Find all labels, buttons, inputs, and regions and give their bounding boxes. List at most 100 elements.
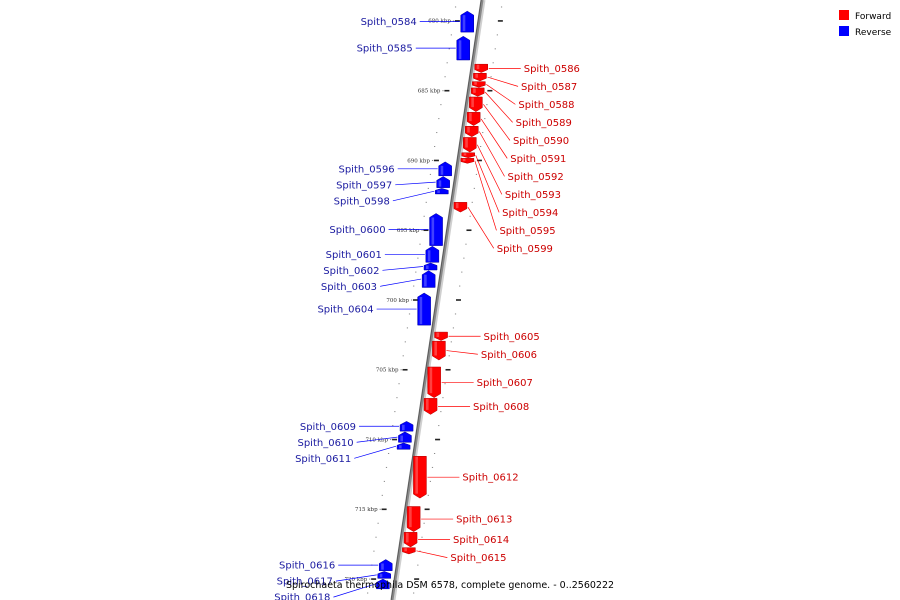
gene-label[interactable]: Spith_0597 bbox=[336, 180, 392, 191]
ruler-tick-mark bbox=[413, 299, 418, 301]
gene-label[interactable]: Spith_0606 bbox=[481, 350, 537, 361]
gene-label[interactable]: Spith_0607 bbox=[477, 378, 533, 389]
genome-caption: Spirochaeta thermophila DSM 6578, comple… bbox=[286, 580, 614, 591]
gene-spith-0605[interactable] bbox=[434, 331, 448, 341]
gene-spith-0613[interactable] bbox=[406, 506, 421, 532]
legend-forward-swatch bbox=[839, 10, 849, 20]
ruler-tick-label: 705 kbp bbox=[376, 368, 399, 374]
gene-label[interactable]: Spith_0590 bbox=[513, 136, 569, 147]
gene-label[interactable]: Spith_0595 bbox=[499, 226, 555, 237]
ruler-tick-mark bbox=[392, 438, 398, 441]
gene-label[interactable]: Spith_0588 bbox=[518, 100, 574, 111]
ruler-tick-mark bbox=[433, 159, 439, 162]
ruler-tick: 715 kbp bbox=[355, 507, 430, 513]
gene-spith-0609[interactable] bbox=[399, 421, 414, 432]
gene-spith-0600[interactable] bbox=[429, 213, 443, 246]
gene-label[interactable]: Spith_0589 bbox=[516, 118, 572, 129]
gene-spith-0618[interactable] bbox=[376, 578, 390, 590]
gene-spith-0607[interactable] bbox=[427, 366, 441, 398]
ruler-tick-mark bbox=[381, 508, 387, 511]
gene-label[interactable]: Spith_0602 bbox=[323, 266, 379, 277]
gene-label[interactable]: Spith_0592 bbox=[508, 172, 564, 183]
gene-label[interactable]: Spith_0612 bbox=[462, 473, 518, 484]
backbone-line bbox=[390, 0, 484, 600]
gene-label[interactable]: Spith_0584 bbox=[361, 17, 417, 28]
gene-label[interactable]: Spith_0609 bbox=[300, 422, 356, 433]
gene-label[interactable]: Spith_0611 bbox=[295, 454, 351, 465]
gene-spith-0595[interactable] bbox=[460, 158, 475, 164]
gene-label-layer: Spith_0586 Spith_0587 Spith_0588 Spith_0589… bbox=[274, 17, 580, 600]
gene-spith-0602[interactable] bbox=[423, 262, 438, 271]
gene-spith-0612[interactable] bbox=[413, 456, 427, 499]
gene-label[interactable]: Spith_0600 bbox=[329, 225, 385, 236]
ruler-tick-mark bbox=[444, 89, 450, 92]
gene-spith-0597[interactable] bbox=[436, 176, 450, 188]
gene-spith-0584[interactable] bbox=[460, 10, 475, 33]
gene-label[interactable]: Spith_0613 bbox=[456, 515, 512, 526]
gene-spith-0589[interactable] bbox=[470, 87, 485, 97]
gene-label[interactable]: Spith_0591 bbox=[510, 154, 566, 165]
ruler-tick-mark bbox=[423, 229, 429, 232]
ruler-tick-label: 695 kbp bbox=[397, 228, 420, 234]
gene-spith-0603[interactable] bbox=[421, 270, 436, 288]
gene-spith-0601[interactable] bbox=[425, 245, 440, 263]
genome-backbone bbox=[390, 0, 486, 600]
gene-label[interactable]: Spith_0608 bbox=[473, 402, 529, 413]
gene-label[interactable]: Spith_0596 bbox=[338, 164, 394, 175]
gene-spith-0596[interactable] bbox=[438, 161, 452, 177]
gene-spith-0598[interactable] bbox=[435, 188, 449, 195]
gene-label[interactable]: Spith_0605 bbox=[484, 332, 540, 343]
ruler-tick-label: 690 kbp bbox=[407, 158, 430, 164]
ruler-tick-label: 720 kbp bbox=[345, 577, 368, 583]
gene-label[interactable]: Spith_0614 bbox=[453, 535, 509, 546]
gene-label[interactable]: Spith_0618 bbox=[274, 593, 330, 600]
gene-spith-0604[interactable] bbox=[417, 292, 431, 326]
gene-spith-0592[interactable] bbox=[465, 126, 479, 138]
gene-label[interactable]: Spith_0598 bbox=[334, 196, 390, 207]
gene-label[interactable]: Spith_0615 bbox=[450, 553, 506, 564]
gene-spith-0593[interactable] bbox=[463, 137, 477, 153]
legend-reverse-swatch bbox=[839, 26, 849, 36]
gene-label[interactable]: Spith_0601 bbox=[326, 250, 382, 261]
gene-spith-0594[interactable] bbox=[461, 152, 475, 158]
gene-spith-0608[interactable] bbox=[423, 398, 438, 415]
gene-layer bbox=[376, 10, 488, 590]
gene-spith-0611[interactable] bbox=[396, 442, 411, 450]
gene-spith-0586[interactable] bbox=[474, 63, 488, 73]
gene-label[interactable]: Spith_0610 bbox=[297, 438, 353, 449]
ruler-tick-mark bbox=[454, 20, 460, 22]
gene-spith-0615[interactable] bbox=[402, 547, 416, 555]
gene-spith-0599[interactable] bbox=[453, 202, 468, 213]
ruler-tick: 695 kbp bbox=[397, 228, 472, 234]
legend-reverse-label: Reverse bbox=[855, 28, 892, 38]
gene-label[interactable]: Spith_0585 bbox=[357, 44, 413, 55]
ruler-tick: 705 kbp bbox=[376, 368, 451, 374]
legend-forward-label: Forward bbox=[855, 12, 891, 22]
gene-spith-0606[interactable] bbox=[432, 340, 446, 361]
gene-label[interactable]: Spith_0599 bbox=[497, 244, 553, 255]
ruler-tick-label: 715 kbp bbox=[355, 507, 378, 513]
gene-spith-0585[interactable] bbox=[456, 35, 471, 61]
ruler-tick-label: 700 kbp bbox=[386, 298, 409, 304]
gene-spith-0587[interactable] bbox=[473, 73, 487, 82]
gene-label[interactable]: Spith_0587 bbox=[521, 82, 577, 93]
gene-spith-0614[interactable] bbox=[403, 532, 418, 548]
gene-label[interactable]: Spith_0586 bbox=[524, 64, 580, 75]
gene-spith-0616[interactable] bbox=[378, 559, 393, 571]
gene-label[interactable]: Spith_0616 bbox=[279, 561, 335, 572]
ruler-tick-mark bbox=[371, 578, 377, 580]
gene-label[interactable]: Spith_0604 bbox=[317, 305, 373, 316]
gene-label[interactable]: Spith_0594 bbox=[502, 208, 558, 219]
gene-label[interactable]: Spith_0603 bbox=[321, 282, 377, 293]
gene-spith-0590[interactable] bbox=[469, 96, 483, 112]
gene-spith-0610[interactable] bbox=[398, 431, 412, 443]
ruler-tick-label: 710 kbp bbox=[365, 437, 388, 443]
gene-spith-0617[interactable] bbox=[377, 571, 392, 579]
legend: Forward Reverse bbox=[839, 10, 892, 38]
gene-spith-0591[interactable] bbox=[466, 112, 481, 126]
gene-label[interactable]: Spith_0593 bbox=[505, 190, 561, 201]
gene-label[interactable]: Spith_0617 bbox=[277, 577, 333, 588]
ruler-tick-mark bbox=[402, 368, 408, 371]
gene-spith-0588[interactable] bbox=[472, 81, 486, 88]
